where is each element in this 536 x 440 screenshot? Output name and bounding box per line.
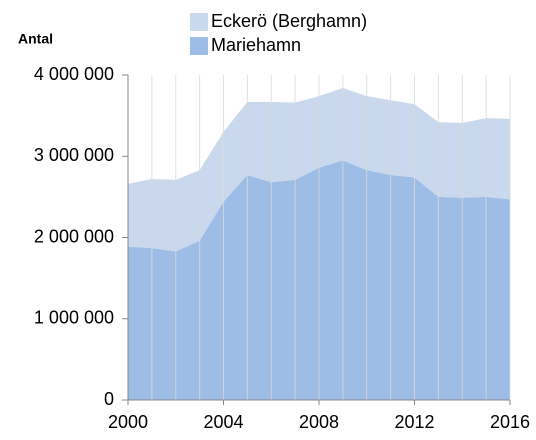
y-tick-label: 1 000 000 — [34, 308, 114, 328]
x-tick-label: 2012 — [394, 412, 434, 432]
legend-swatch — [190, 13, 208, 31]
y-tick-label: 0 — [104, 389, 114, 409]
y-tick-label: 4 000 000 — [34, 64, 114, 84]
y-tick-label: 3 000 000 — [34, 145, 114, 165]
x-tick-label: 2016 — [490, 412, 530, 432]
y-tick-label: 2 000 000 — [34, 226, 114, 246]
legend-label: Mariehamn — [211, 35, 301, 55]
legend-label: Eckerö (Berghamn) — [211, 11, 367, 31]
x-tick-label: 2008 — [299, 412, 339, 432]
x-tick-label: 2000 — [108, 412, 148, 432]
y-axis-label: Antal — [18, 31, 53, 47]
x-tick-label: 2004 — [203, 412, 243, 432]
legend-swatch — [190, 37, 208, 55]
